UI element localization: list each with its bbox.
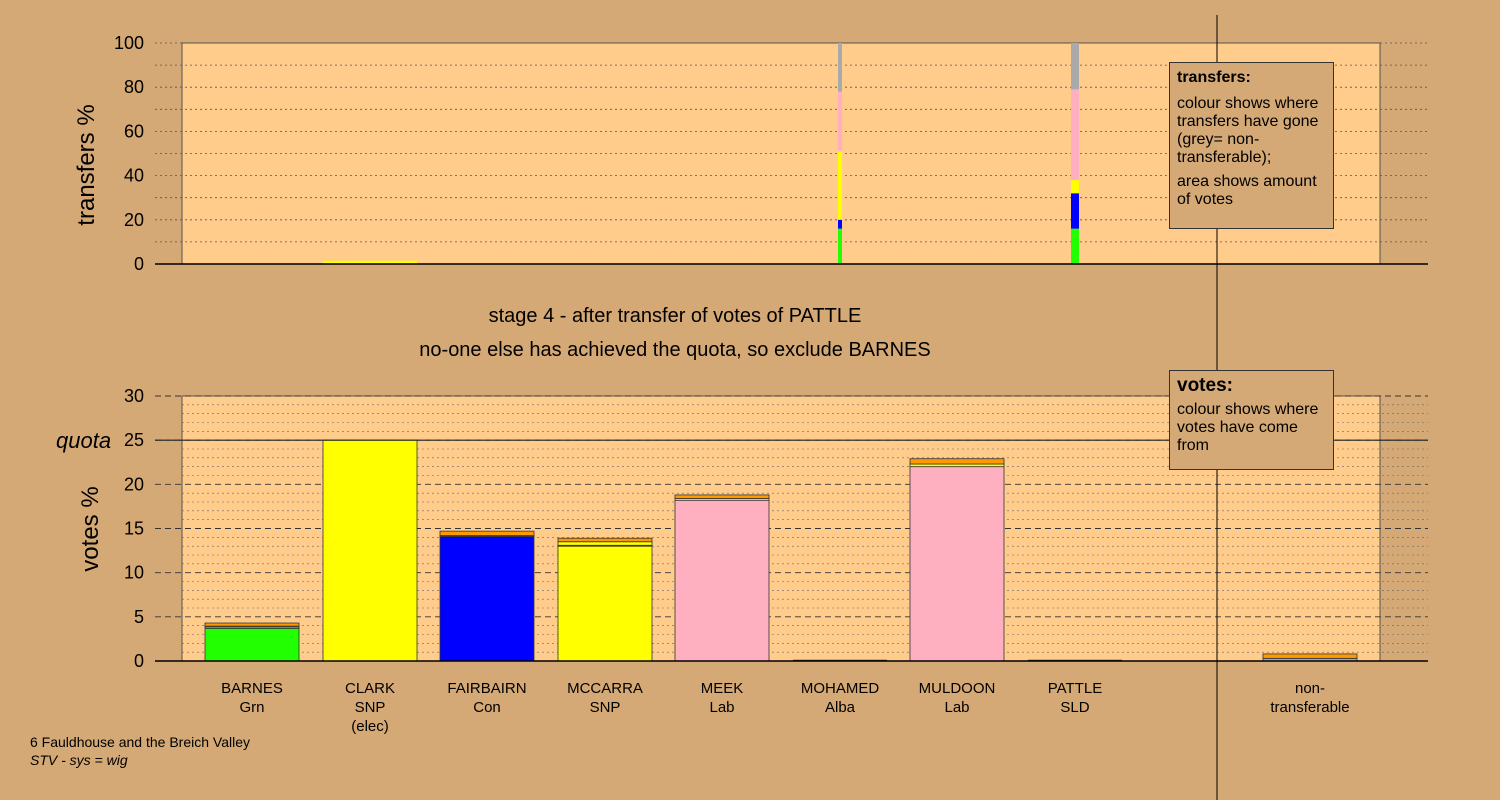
candidate-label: transferable [1270,699,1349,716]
transfer-segment-con [1071,193,1079,229]
votes-y-ticks: 0 5 10 15 20 25 30 [124,386,144,671]
candidate-label: non- [1295,680,1325,697]
candidate-label: MCCARRA [567,680,643,697]
transfer-segment-con [838,219,842,229]
candidate-label: MOHAMED [801,680,880,697]
transfers-bars [323,43,1079,264]
candidate-label: (elec) [351,718,389,735]
transfers-legend: transfers: colour shows where transfers … [1169,62,1334,229]
votes-y-axis-label: votes % [77,486,104,571]
votes-legend-title: votes: [1177,375,1233,396]
y-tick-label: 5 [134,607,144,627]
y-tick-label: 20 [124,210,144,230]
vote-segment-lab [909,466,1005,662]
y-tick-label: 0 [134,651,144,671]
vote-segment-sld [674,494,770,499]
vote-segment-grn [204,627,300,662]
transfers-legend-text-2: area shows amount of votes [1177,173,1317,208]
candidate-label: SNP [590,699,621,716]
candidate-label: Grn [239,699,264,716]
y-tick-label: 100 [114,33,144,53]
footer: 6 Fauldhouse and the Breich Valley STV -… [30,733,250,769]
y-tick-label: 0 [134,254,144,274]
candidate-label: CLARK [345,680,395,697]
vote-segment-sld [557,537,653,543]
y-tick-label: 20 [124,474,144,494]
transfer-segment-snp [323,260,417,264]
transfer-segment-grn [838,228,842,264]
vote-segment-snp [322,439,418,662]
y-tick-label: 30 [124,386,144,406]
vote-segment-sld [909,458,1005,465]
y-tick-label: 60 [124,121,144,141]
transfers-y-axis-label: transfers % [73,104,100,225]
votes-bars [204,439,1358,662]
vote-segment-lab [674,499,770,662]
candidate-label: BARNES [221,680,283,697]
transfer-segment-snp [1071,180,1079,194]
transfers-legend-text: colour shows where transfers have gone (… [1177,95,1319,166]
candidate-label: SNP [355,699,386,716]
transfers-y-ticks: 0 20 40 60 80 100 [114,33,144,274]
candidate-labels: BARNES Grn CLARK SNP (elec) FAIRBAIRN Con MCCAR… [221,680,1349,735]
y-tick-label: 80 [124,77,144,97]
vote-segment-snp [557,541,653,546]
system-note: STV - sys = wig [30,752,128,768]
vote-segment-snp [557,545,653,662]
y-tick-label: 25 [124,430,144,450]
transfer-segment-nontransferable [1071,43,1079,90]
y-tick-label: 10 [124,563,144,583]
candidate-label: SLD [1060,699,1089,716]
candidate-label: Lab [709,699,734,716]
candidate-label: MEEK [701,680,744,697]
candidate-label: Con [473,699,501,716]
transfer-segment-snp [838,151,842,220]
candidate-label: FAIRBAIRN [447,680,526,697]
candidate-label: MULDOON [919,680,996,697]
votes-legend: votes: colour shows where votes have com… [1169,370,1334,470]
transfer-segment-lab [1071,89,1079,181]
candidate-label: Alba [825,699,856,716]
quota-label: quota [56,428,111,453]
transfers-legend-title: transfers: [1177,69,1251,86]
y-tick-label: 15 [124,519,144,539]
vote-segment-con [439,536,535,662]
votes-legend-text: colour shows where votes have come from [1177,401,1319,454]
y-tick-label: 40 [124,166,144,186]
vote-segment-sld [439,530,535,536]
ward-name: 6 Fauldhouse and the Breich Valley [30,734,250,750]
stage-subtitle: no-one else has achieved the quota, so e… [419,339,931,361]
stage-title: stage 4 - after transfer of votes of PAT… [488,305,862,327]
candidate-label: Lab [944,699,969,716]
vote-segment-sld [1262,653,1358,659]
vote-segment-sld [204,622,300,627]
transfer-segment-lab [838,91,842,152]
transfer-segment-nontransferable [838,43,842,92]
transfer-segment-grn [1071,228,1079,264]
candidate-label: PATTLE [1048,680,1102,697]
